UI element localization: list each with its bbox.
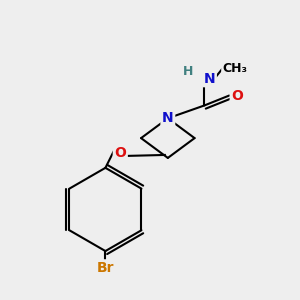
Text: H: H	[182, 65, 193, 78]
Text: N: N	[204, 72, 215, 86]
Text: O: O	[231, 88, 243, 103]
Text: O: O	[114, 146, 126, 160]
Text: N: N	[162, 111, 174, 125]
Text: Br: Br	[97, 261, 114, 275]
Text: CH₃: CH₃	[223, 62, 248, 75]
